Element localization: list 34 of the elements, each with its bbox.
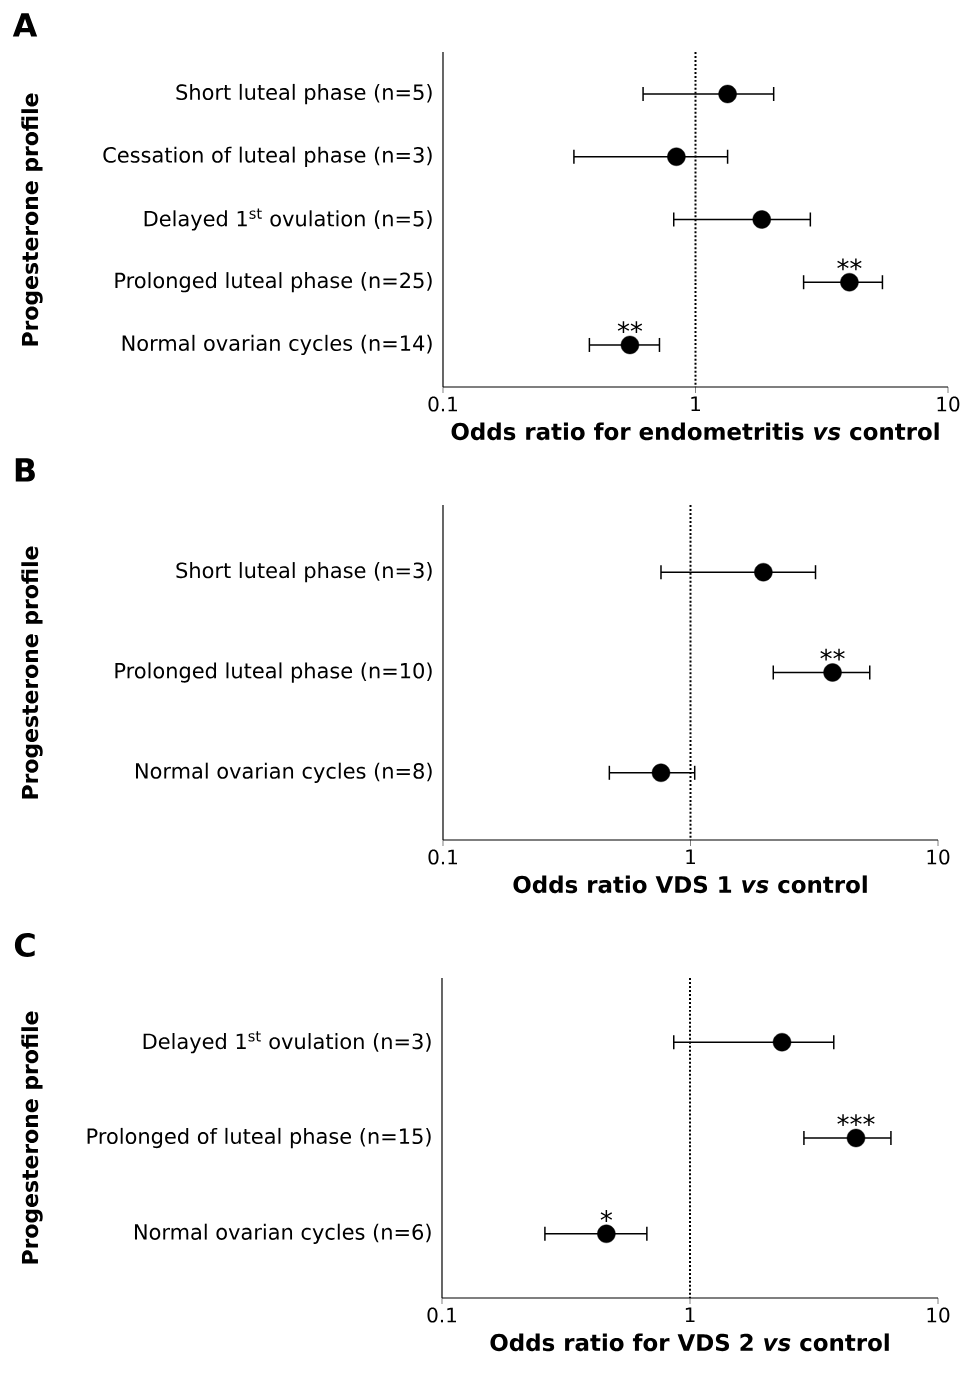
y-axis-title: Progesterone profile (21, 1011, 43, 1264)
annotation: ** (820, 648, 845, 661)
x-axis-title: Odds ratio for endometritis vs control (451, 422, 939, 441)
x-tick-label: 10 (927, 1307, 950, 1323)
x-tick-label: 0.1 (428, 849, 458, 865)
annotation: ** (617, 321, 643, 334)
y-tick-label: Prolonged luteal phase (n=25) (115, 272, 432, 293)
x-tick-label: 1 (686, 849, 695, 865)
y-tick-label: Normal ovarian cycles (n=14) (122, 334, 432, 356)
x-axis-title: Odds ratio VDS 1 vs control (513, 875, 867, 894)
y-tick-label: Delayed 1$^{st}$ ovulation (n=5) (144, 208, 432, 231)
x-tick-label: 10 (927, 849, 950, 865)
y-tick-label: Delayed 1$^{st}$ ovulation (n=3) (143, 1031, 431, 1054)
text: C (14, 932, 35, 958)
y-tick-label: Prolonged luteal phase (n=10) (115, 662, 432, 683)
annotation: ** (837, 258, 862, 271)
text: B (15, 458, 35, 482)
x-tick-label: 1 (691, 396, 700, 412)
y-tick-label: Short luteal phase (n=3) (176, 562, 432, 583)
x-tick-label: 1 (685, 1307, 695, 1323)
annotation: * (600, 1210, 613, 1222)
x-tick-label: 0.1 (428, 396, 458, 412)
y-tick-label: Normal ovarian cycles (n=6) (134, 1223, 431, 1244)
y-tick-label: Short luteal phase (n=5) (176, 83, 432, 105)
annotation: *** (837, 1114, 875, 1127)
x-axis-title: Odds ratio for VDS 2 vs control (490, 1333, 889, 1352)
y-tick-label: Cessation of luteal phase (n=3) (103, 146, 432, 167)
y-tick-label: Normal ovarian cycles (n=8) (136, 762, 432, 783)
y-tick-label: Prolonged of luteal phase (n=15) (87, 1127, 431, 1149)
y-axis-title: Progesterone profile (21, 93, 43, 346)
text: A (12, 13, 38, 37)
y-axis-title: Progesterone profile (21, 546, 43, 799)
x-tick-label: 10 (937, 396, 960, 412)
x-tick-label: 0.1 (427, 1307, 457, 1323)
